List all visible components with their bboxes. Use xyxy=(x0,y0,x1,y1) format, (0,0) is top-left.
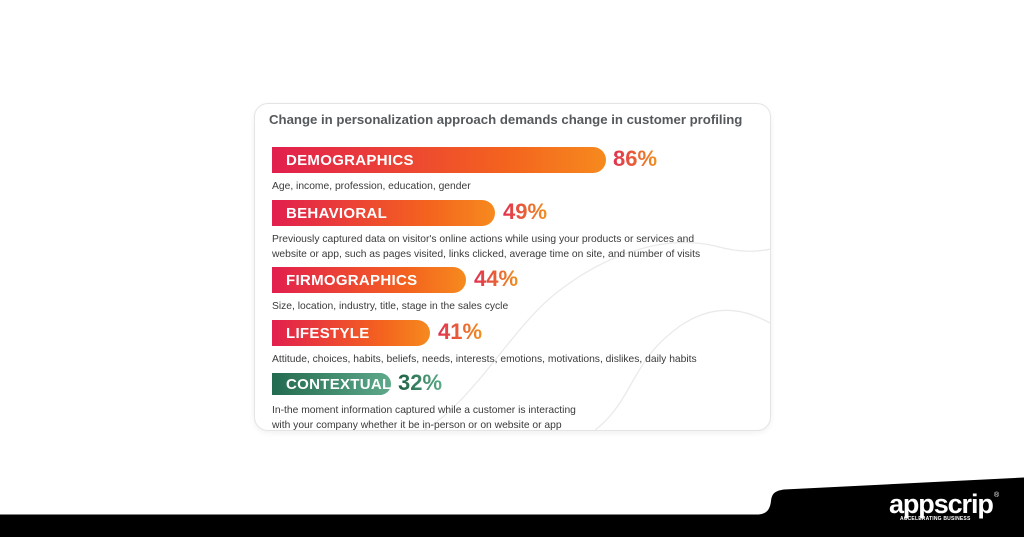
svg-text:ACCELERATING BUSINESS: ACCELERATING BUSINESS xyxy=(900,516,971,522)
svg-text:®: ® xyxy=(994,491,1000,499)
svg-text:appscrip: appscrip xyxy=(889,489,993,519)
